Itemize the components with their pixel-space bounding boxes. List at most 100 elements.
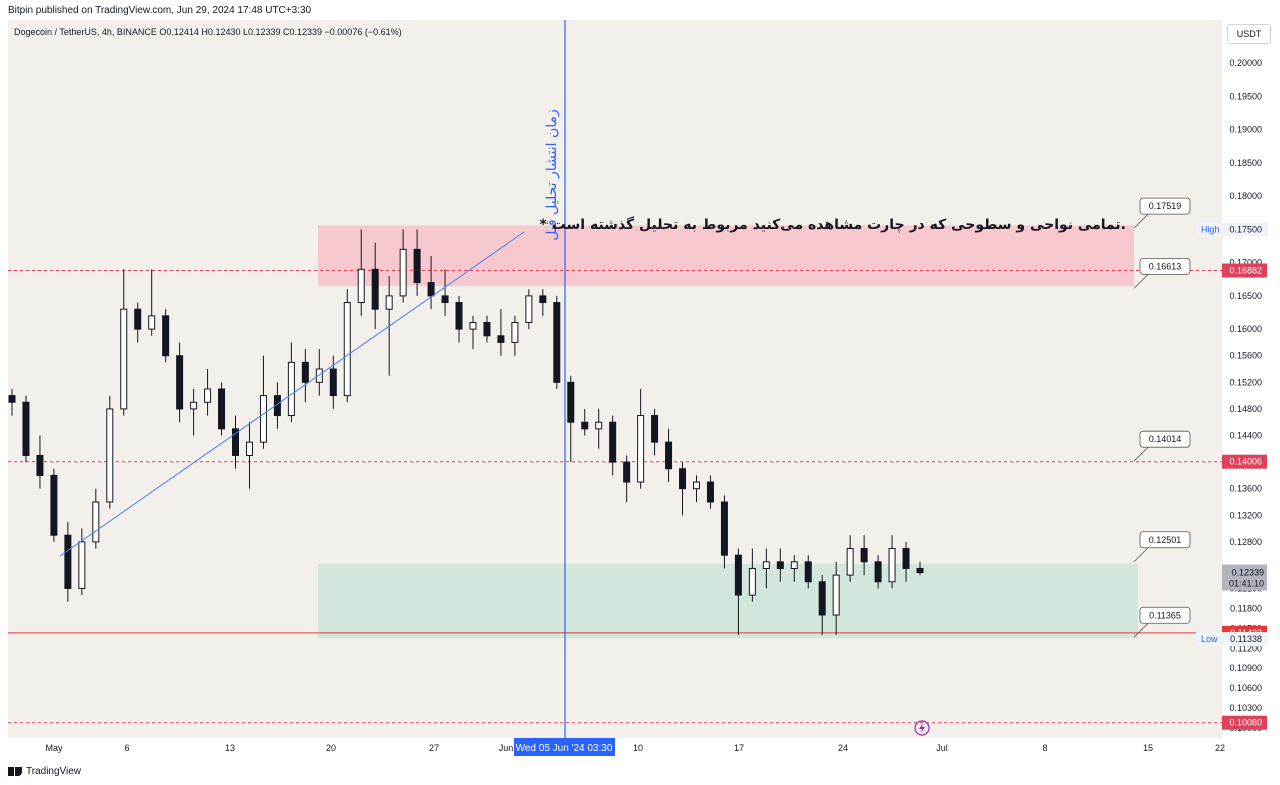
candle-body bbox=[343, 302, 351, 397]
x-tick-label: 8 bbox=[1042, 743, 1047, 753]
x-tick-label: 6 bbox=[124, 743, 129, 753]
x-tick-label: 20 bbox=[326, 743, 336, 753]
footer-brand: TradingView bbox=[26, 766, 82, 777]
candle-body bbox=[190, 401, 198, 410]
callouts: 0.17519 0.16613 0.14014 0.12501 0.11365 bbox=[1133, 197, 1191, 638]
candle-body bbox=[832, 574, 840, 616]
candle-body bbox=[567, 381, 575, 423]
x-tick-label: 13 bbox=[225, 743, 235, 753]
candle-body bbox=[525, 295, 533, 323]
high-box bbox=[1196, 222, 1268, 237]
candle-body bbox=[846, 548, 854, 576]
price-tag-red-current: 0.16882 bbox=[1229, 266, 1262, 276]
candle-body bbox=[273, 395, 281, 417]
low-label: Low bbox=[1201, 634, 1218, 644]
candle-body bbox=[36, 454, 44, 476]
callout-box bbox=[1139, 197, 1191, 215]
price-tag-red-current-box bbox=[1222, 263, 1267, 278]
candle-body bbox=[245, 441, 253, 456]
candle-body bbox=[427, 282, 435, 297]
candle-body bbox=[232, 428, 240, 456]
candle-body bbox=[860, 548, 868, 563]
y-tick-label: 0.17000 bbox=[1229, 258, 1262, 268]
candle-body bbox=[706, 481, 714, 503]
candle-body bbox=[651, 415, 659, 443]
y-tick-label: 0.15600 bbox=[1229, 351, 1262, 361]
candle-body bbox=[874, 561, 882, 583]
y-tick-label: 0.10900 bbox=[1229, 663, 1262, 673]
candle-body bbox=[679, 468, 687, 490]
price-tags: 0.168820.140060.114320.10080High0.17500L… bbox=[1196, 222, 1268, 730]
callout-box bbox=[1139, 257, 1191, 275]
candle-body bbox=[357, 268, 365, 304]
price-tag-red-mid-box bbox=[1222, 454, 1267, 469]
candle-body bbox=[64, 534, 72, 589]
y-tick-label: 0.12800 bbox=[1229, 537, 1262, 547]
callout-label: 0.11365 bbox=[1149, 610, 1181, 620]
candle-body bbox=[106, 408, 114, 503]
y-tick-label: 0.10600 bbox=[1229, 683, 1262, 693]
y-tick-label: 0.15200 bbox=[1229, 377, 1262, 387]
candle-body bbox=[665, 441, 673, 470]
candle-body bbox=[259, 395, 267, 443]
candle-body bbox=[329, 368, 337, 397]
y-tick-label: 0.18000 bbox=[1229, 191, 1262, 201]
candle-body bbox=[790, 561, 798, 569]
candle-body bbox=[50, 474, 58, 536]
callout-box bbox=[1139, 531, 1191, 549]
x-tick-label: 22 bbox=[1215, 743, 1225, 753]
footer: TradingView bbox=[8, 766, 81, 777]
callout-label: 0.14014 bbox=[1149, 434, 1182, 444]
low-value: 0.11338 bbox=[1230, 634, 1262, 644]
candle-body bbox=[734, 554, 742, 596]
candle-body bbox=[301, 361, 309, 383]
x-tick-label: Jun bbox=[499, 743, 514, 753]
candle-body bbox=[134, 308, 142, 330]
candle-body bbox=[315, 368, 323, 383]
callout-box bbox=[1139, 430, 1191, 448]
y-tick-label: 0.13600 bbox=[1229, 484, 1262, 494]
price-chart[interactable]: زمان انتشار تحلیل قبل * تمامی نواحی و سط… bbox=[0, 20, 1280, 760]
y-tick-label: 0.14800 bbox=[1229, 404, 1262, 414]
vertical-note: زمان انتشار تحلیل قبل bbox=[544, 109, 560, 241]
y-tick-label: 0.19500 bbox=[1229, 91, 1262, 101]
x-tick-label: May bbox=[45, 743, 63, 753]
x-tick-label: 27 bbox=[429, 743, 439, 753]
y-tick-label: 0.16000 bbox=[1229, 324, 1262, 334]
x-tick-label: 10 bbox=[633, 743, 643, 753]
candle-body bbox=[78, 541, 86, 589]
candles bbox=[8, 229, 924, 635]
candle-body bbox=[92, 501, 100, 543]
candle-body bbox=[371, 268, 379, 310]
y-tick-label: 0.18500 bbox=[1229, 158, 1262, 168]
y-tick-label: 0.20000 bbox=[1229, 58, 1262, 68]
x-tick-label: 24 bbox=[838, 743, 848, 753]
trendline[interactable] bbox=[59, 231, 525, 557]
candle-body bbox=[511, 321, 519, 343]
currency-button[interactable]: USDT bbox=[1227, 24, 1271, 44]
y-tick-label: 0.19000 bbox=[1229, 125, 1262, 135]
publish-info: Bitpin published on TradingView.com, Jun… bbox=[8, 5, 312, 16]
countdown: 01:41:10 bbox=[1229, 579, 1264, 589]
y-tick-label: 0.13200 bbox=[1229, 510, 1262, 520]
candle-body bbox=[399, 248, 407, 297]
support-zone bbox=[318, 563, 1138, 639]
callout-label: 0.12501 bbox=[1149, 535, 1182, 545]
candle-body bbox=[553, 302, 561, 383]
price-tag-bottom-box bbox=[1222, 715, 1267, 730]
candle-body bbox=[497, 335, 505, 343]
x-tick-label: 15 bbox=[1143, 743, 1153, 753]
candle-body bbox=[609, 421, 617, 463]
low-box bbox=[1196, 632, 1268, 647]
candle-body bbox=[483, 321, 491, 337]
candle-body bbox=[720, 501, 728, 556]
price-tag-red-mid: 0.14006 bbox=[1229, 457, 1262, 467]
candle-body bbox=[455, 302, 463, 330]
candle-body bbox=[120, 308, 128, 410]
candle-body bbox=[413, 248, 421, 284]
y-tick-label: 0.11200 bbox=[1230, 643, 1262, 653]
candle-body bbox=[776, 561, 784, 569]
lightning-icon[interactable] bbox=[914, 720, 930, 736]
candle-body bbox=[818, 581, 826, 616]
callout-label: 0.16613 bbox=[1149, 261, 1182, 271]
